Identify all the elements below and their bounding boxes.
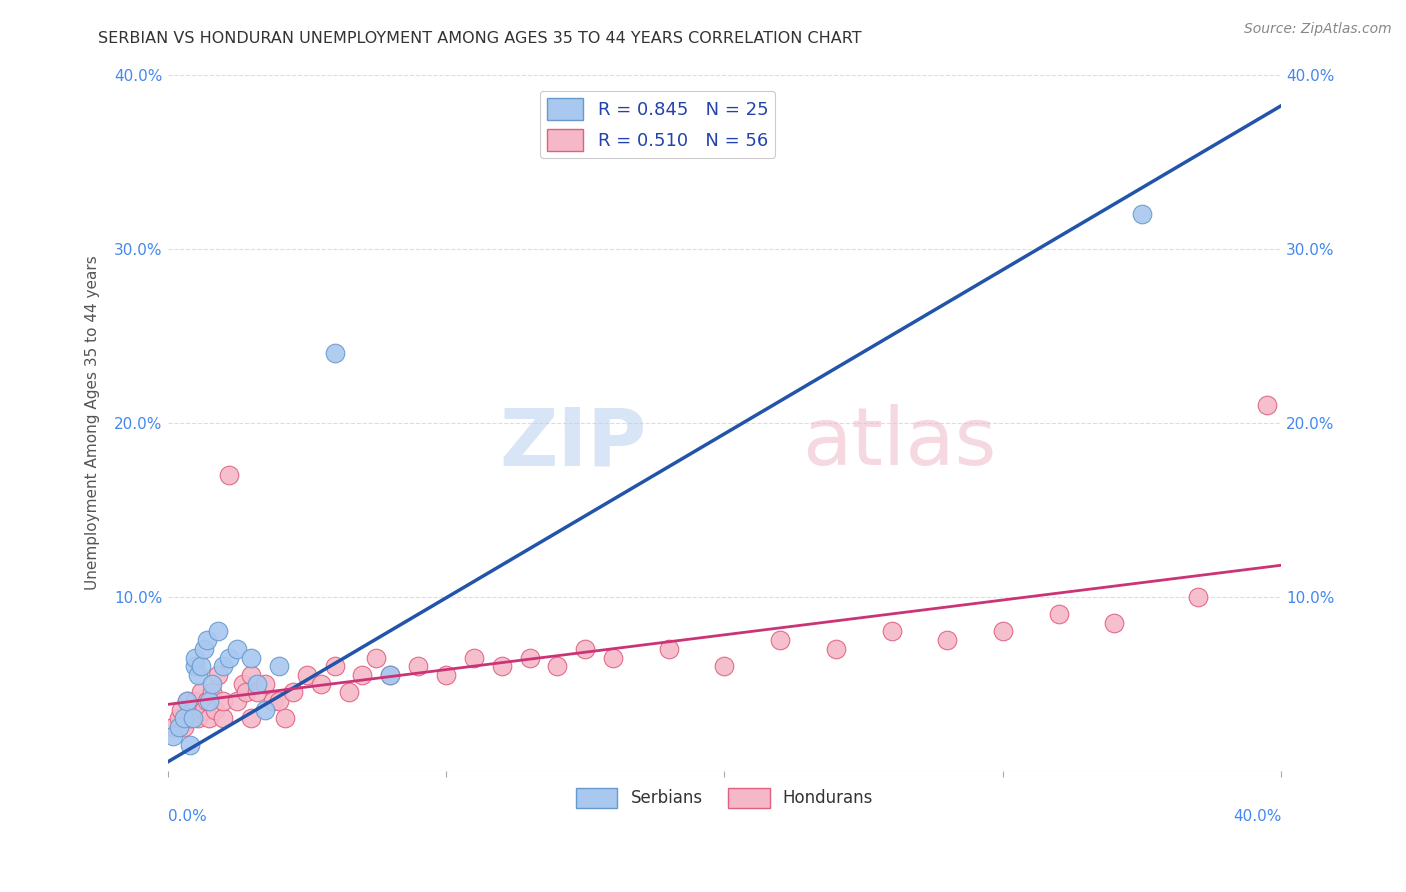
Point [240,711,263,725]
Point [184,650,207,665]
Point [713,659,735,673]
Point [176,694,198,708]
Text: atlas: atlas [803,404,997,483]
Point [167,720,190,734]
Point [179,738,201,752]
Point [226,641,249,656]
Point [574,641,596,656]
Point [181,703,204,717]
Point [232,676,254,690]
Point [218,650,240,665]
Point [267,694,290,708]
Point [936,633,959,648]
Point [546,659,568,673]
Point [207,668,229,682]
Text: Source: ZipAtlas.com: Source: ZipAtlas.com [1244,22,1392,37]
Point [380,668,402,682]
Point [190,659,212,673]
Point [176,694,198,708]
Point [187,668,209,682]
Point [173,711,195,725]
Point [162,720,184,734]
Point [1047,607,1070,621]
Point [880,624,903,639]
Point [262,694,284,708]
Point [295,668,318,682]
Point [267,659,290,673]
Point [366,650,388,665]
Point [212,711,235,725]
Point [235,685,257,699]
Point [352,668,374,682]
Point [380,668,402,682]
Point [179,711,201,725]
Point [181,711,204,725]
Point [769,633,792,648]
Y-axis label: Unemployment Among Ages 35 to 44 years: Unemployment Among Ages 35 to 44 years [86,255,100,590]
Point [602,650,624,665]
Point [190,685,212,699]
Point [201,676,224,690]
Point [170,703,193,717]
Point [187,711,209,725]
Point [273,711,295,725]
Point [195,694,218,708]
Point [434,668,457,682]
Point [193,641,215,656]
Legend: Serbians, Hondurans: Serbians, Hondurans [569,780,880,814]
Point [281,685,304,699]
Point [162,729,184,743]
Point [167,711,190,725]
Point [184,659,207,673]
Point [198,711,221,725]
Point [1256,398,1278,412]
Point [240,668,263,682]
Point [824,641,846,656]
Point [309,676,332,690]
Point [207,624,229,639]
Point [1104,615,1126,630]
Point [173,720,195,734]
Point [519,650,541,665]
Point [193,703,215,717]
Point [253,676,276,690]
Point [463,650,485,665]
Point [212,659,235,673]
Point [218,467,240,482]
Point [337,685,360,699]
Point [204,703,226,717]
Point [184,694,207,708]
Point [991,624,1014,639]
Point [198,694,221,708]
Point [406,659,429,673]
Point [212,694,235,708]
Text: 0.0%: 0.0% [167,809,207,824]
Point [240,650,263,665]
Point [195,633,218,648]
Text: ZIP: ZIP [499,404,647,483]
Point [1187,590,1209,604]
Point [246,685,269,699]
Point [491,659,513,673]
Point [658,641,681,656]
Point [1130,207,1153,221]
Point [323,659,346,673]
Point [246,676,269,690]
Point [226,694,249,708]
Point [253,703,276,717]
Text: 40.0%: 40.0% [1233,809,1281,824]
Text: SERBIAN VS HONDURAN UNEMPLOYMENT AMONG AGES 35 TO 44 YEARS CORRELATION CHART: SERBIAN VS HONDURAN UNEMPLOYMENT AMONG A… [98,31,862,46]
Point [201,685,224,699]
Point [323,346,346,360]
